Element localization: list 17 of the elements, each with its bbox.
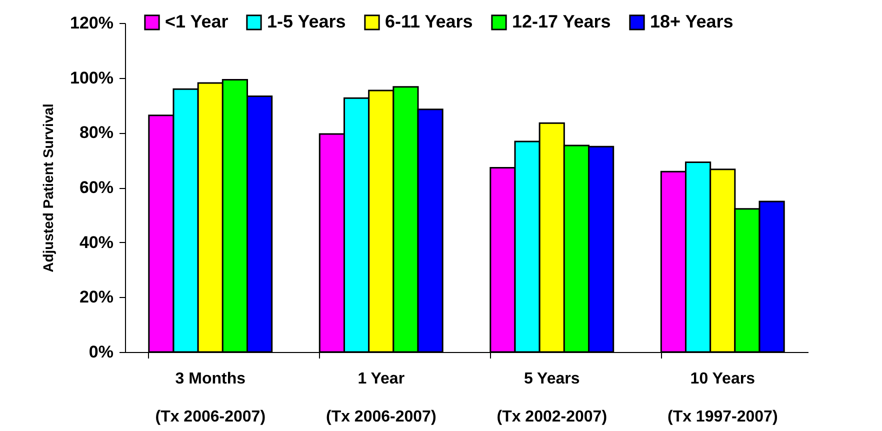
legend-label: 6-11 Years <box>385 11 473 32</box>
y-tick-label: 100% <box>70 68 114 88</box>
y-tick-label: 60% <box>79 178 114 197</box>
y-tick-label: 80% <box>79 123 114 142</box>
category-label: 1 Year (Tx 2006-2007) <box>326 370 436 426</box>
y-tick-label: 120% <box>70 14 114 32</box>
category-label: 3 Months (Tx 2006-2007) <box>155 370 266 426</box>
legend-label: 18+ Years <box>650 11 734 32</box>
y-tick-label: 20% <box>79 288 114 307</box>
legend-label: 12-17 Years <box>512 11 611 32</box>
category-label: 10 Years (Tx 1997-2007) <box>667 370 778 426</box>
y-axis-title: Adjusted Patient Survival <box>40 104 56 272</box>
category-label: 5 Years (Tx 2002-2007) <box>496 370 608 426</box>
y-tick-label: 40% <box>79 232 114 252</box>
legend-label: 1-5 Years <box>267 11 346 32</box>
y-tick-label: 0% <box>88 342 114 362</box>
legend-label: <1 Year <box>165 11 228 32</box>
